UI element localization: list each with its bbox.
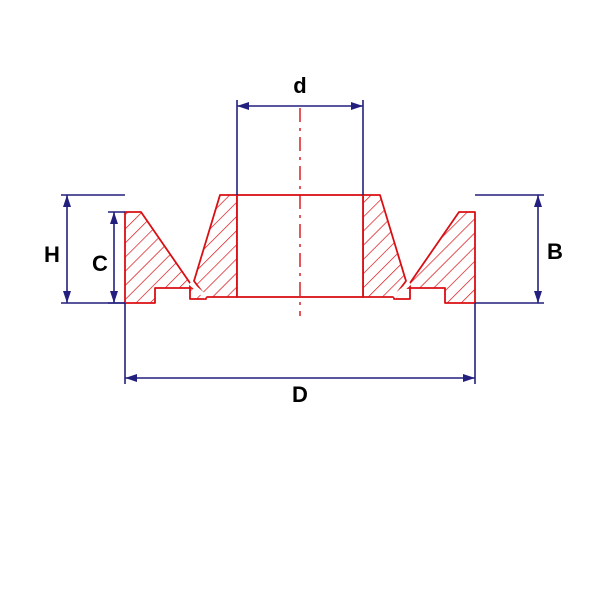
inner-ring-left (194, 195, 237, 297)
dim-arrow (534, 291, 542, 303)
label-D: D (286, 382, 314, 408)
label-C: C (92, 251, 108, 277)
label-B: B (547, 239, 563, 265)
dim-arrow (110, 291, 118, 303)
dim-arrow (63, 291, 71, 303)
dim-arrow (110, 212, 118, 224)
dim-arrow (237, 102, 249, 110)
dim-arrow (125, 374, 137, 382)
inner-ring-right (363, 195, 406, 297)
outer-ring-right (394, 212, 475, 303)
dim-arrow (534, 195, 542, 207)
dim-arrow (463, 374, 475, 382)
outer-ring-left (125, 212, 206, 303)
label-d: d (287, 73, 312, 99)
label-H: H (44, 242, 60, 268)
dim-arrow (63, 195, 71, 207)
diagram-stage: d D H C B (0, 0, 600, 600)
dim-arrow (351, 102, 363, 110)
